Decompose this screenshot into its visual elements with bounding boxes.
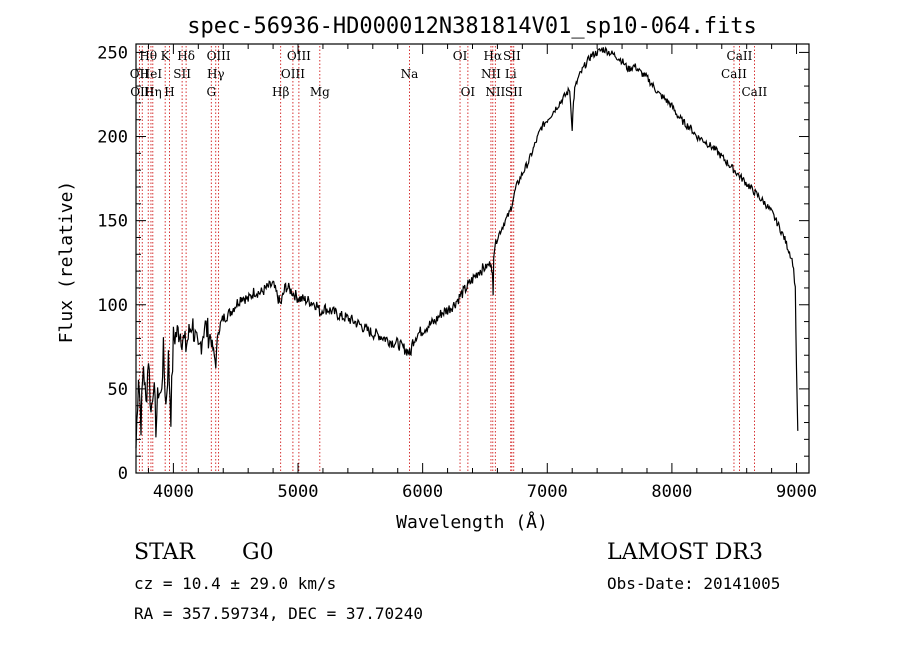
obs-date-text: Obs-Date: 20141005 [607,574,780,593]
y-tick-label: 200 [97,128,128,148]
y-axis: 0 50 100 150 200 250 [97,43,809,484]
line-marker-label: SII [505,85,523,99]
redshift-text: cz = 10.4 ± 29.0 km/s [134,574,336,593]
x-tick-label: 9000 [776,482,817,502]
line-marker-label: K [161,49,171,63]
line-marker-label: Mg [310,85,330,99]
line-marker-label: OII [130,67,150,81]
object-class-text: STAR [134,540,196,565]
line-marker-label: OIII [207,49,231,63]
line-marker-label: Hθ [139,49,157,63]
chart-title: spec-56936-HD000012N381814V01_sp10-064.f… [187,14,757,39]
x-tick-label: 7000 [527,482,568,502]
line-marker-label: NII [485,85,505,99]
line-marker-label: NII [481,67,501,81]
y-tick-label: 50 [108,380,128,400]
x-axis-label: Wavelength (Å) [396,511,548,533]
x-tick-label: 6000 [402,482,443,502]
line-marker-label: HeI [140,67,163,81]
y-tick-label: 250 [97,43,128,63]
line-marker-label: Hη [144,85,162,99]
line-marker-label: CaII [721,67,747,81]
y-tick-label: 150 [97,212,128,232]
line-marker-label: OIII [287,49,311,63]
y-axis-label: Flux (relative) [56,181,77,344]
line-marker-label: SII [173,67,191,81]
line-marker-label: Hδ [177,49,195,63]
line-marker-label: Hα [484,49,503,63]
line-marker-label: Na [401,67,419,81]
y-tick-label: 100 [97,296,128,316]
x-tick-label: 8000 [651,482,692,502]
line-marker-label: SII [503,49,521,63]
line-marker-label: OI [461,85,476,99]
plot-frame [135,43,810,474]
line-markers [138,46,755,473]
y-tick-label: 0 [118,464,128,484]
line-marker-label: OIII [281,67,305,81]
spectrum-line [135,46,799,449]
line-marker-label: Li [505,67,517,81]
line-marker-label: G [206,85,216,99]
survey-text: LAMOST DR3 [607,540,763,565]
x-tick-label: 4000 [153,482,194,502]
line-marker-label: CaII [727,49,753,63]
x-axis: 4000 5000 6000 7000 8000 9000 [147,44,817,502]
x-tick-label: 5000 [278,482,319,502]
line-marker-label: Hβ [272,85,289,99]
line-marker-label: CaII [741,85,767,99]
coords-text: RA = 357.59734, DEC = 37.70240 [134,604,423,623]
line-marker-label: OI [453,49,468,63]
line-marker-label: Hγ [207,67,225,81]
line-marker-label: H [164,85,174,99]
subclass-text: G0 [242,540,274,565]
